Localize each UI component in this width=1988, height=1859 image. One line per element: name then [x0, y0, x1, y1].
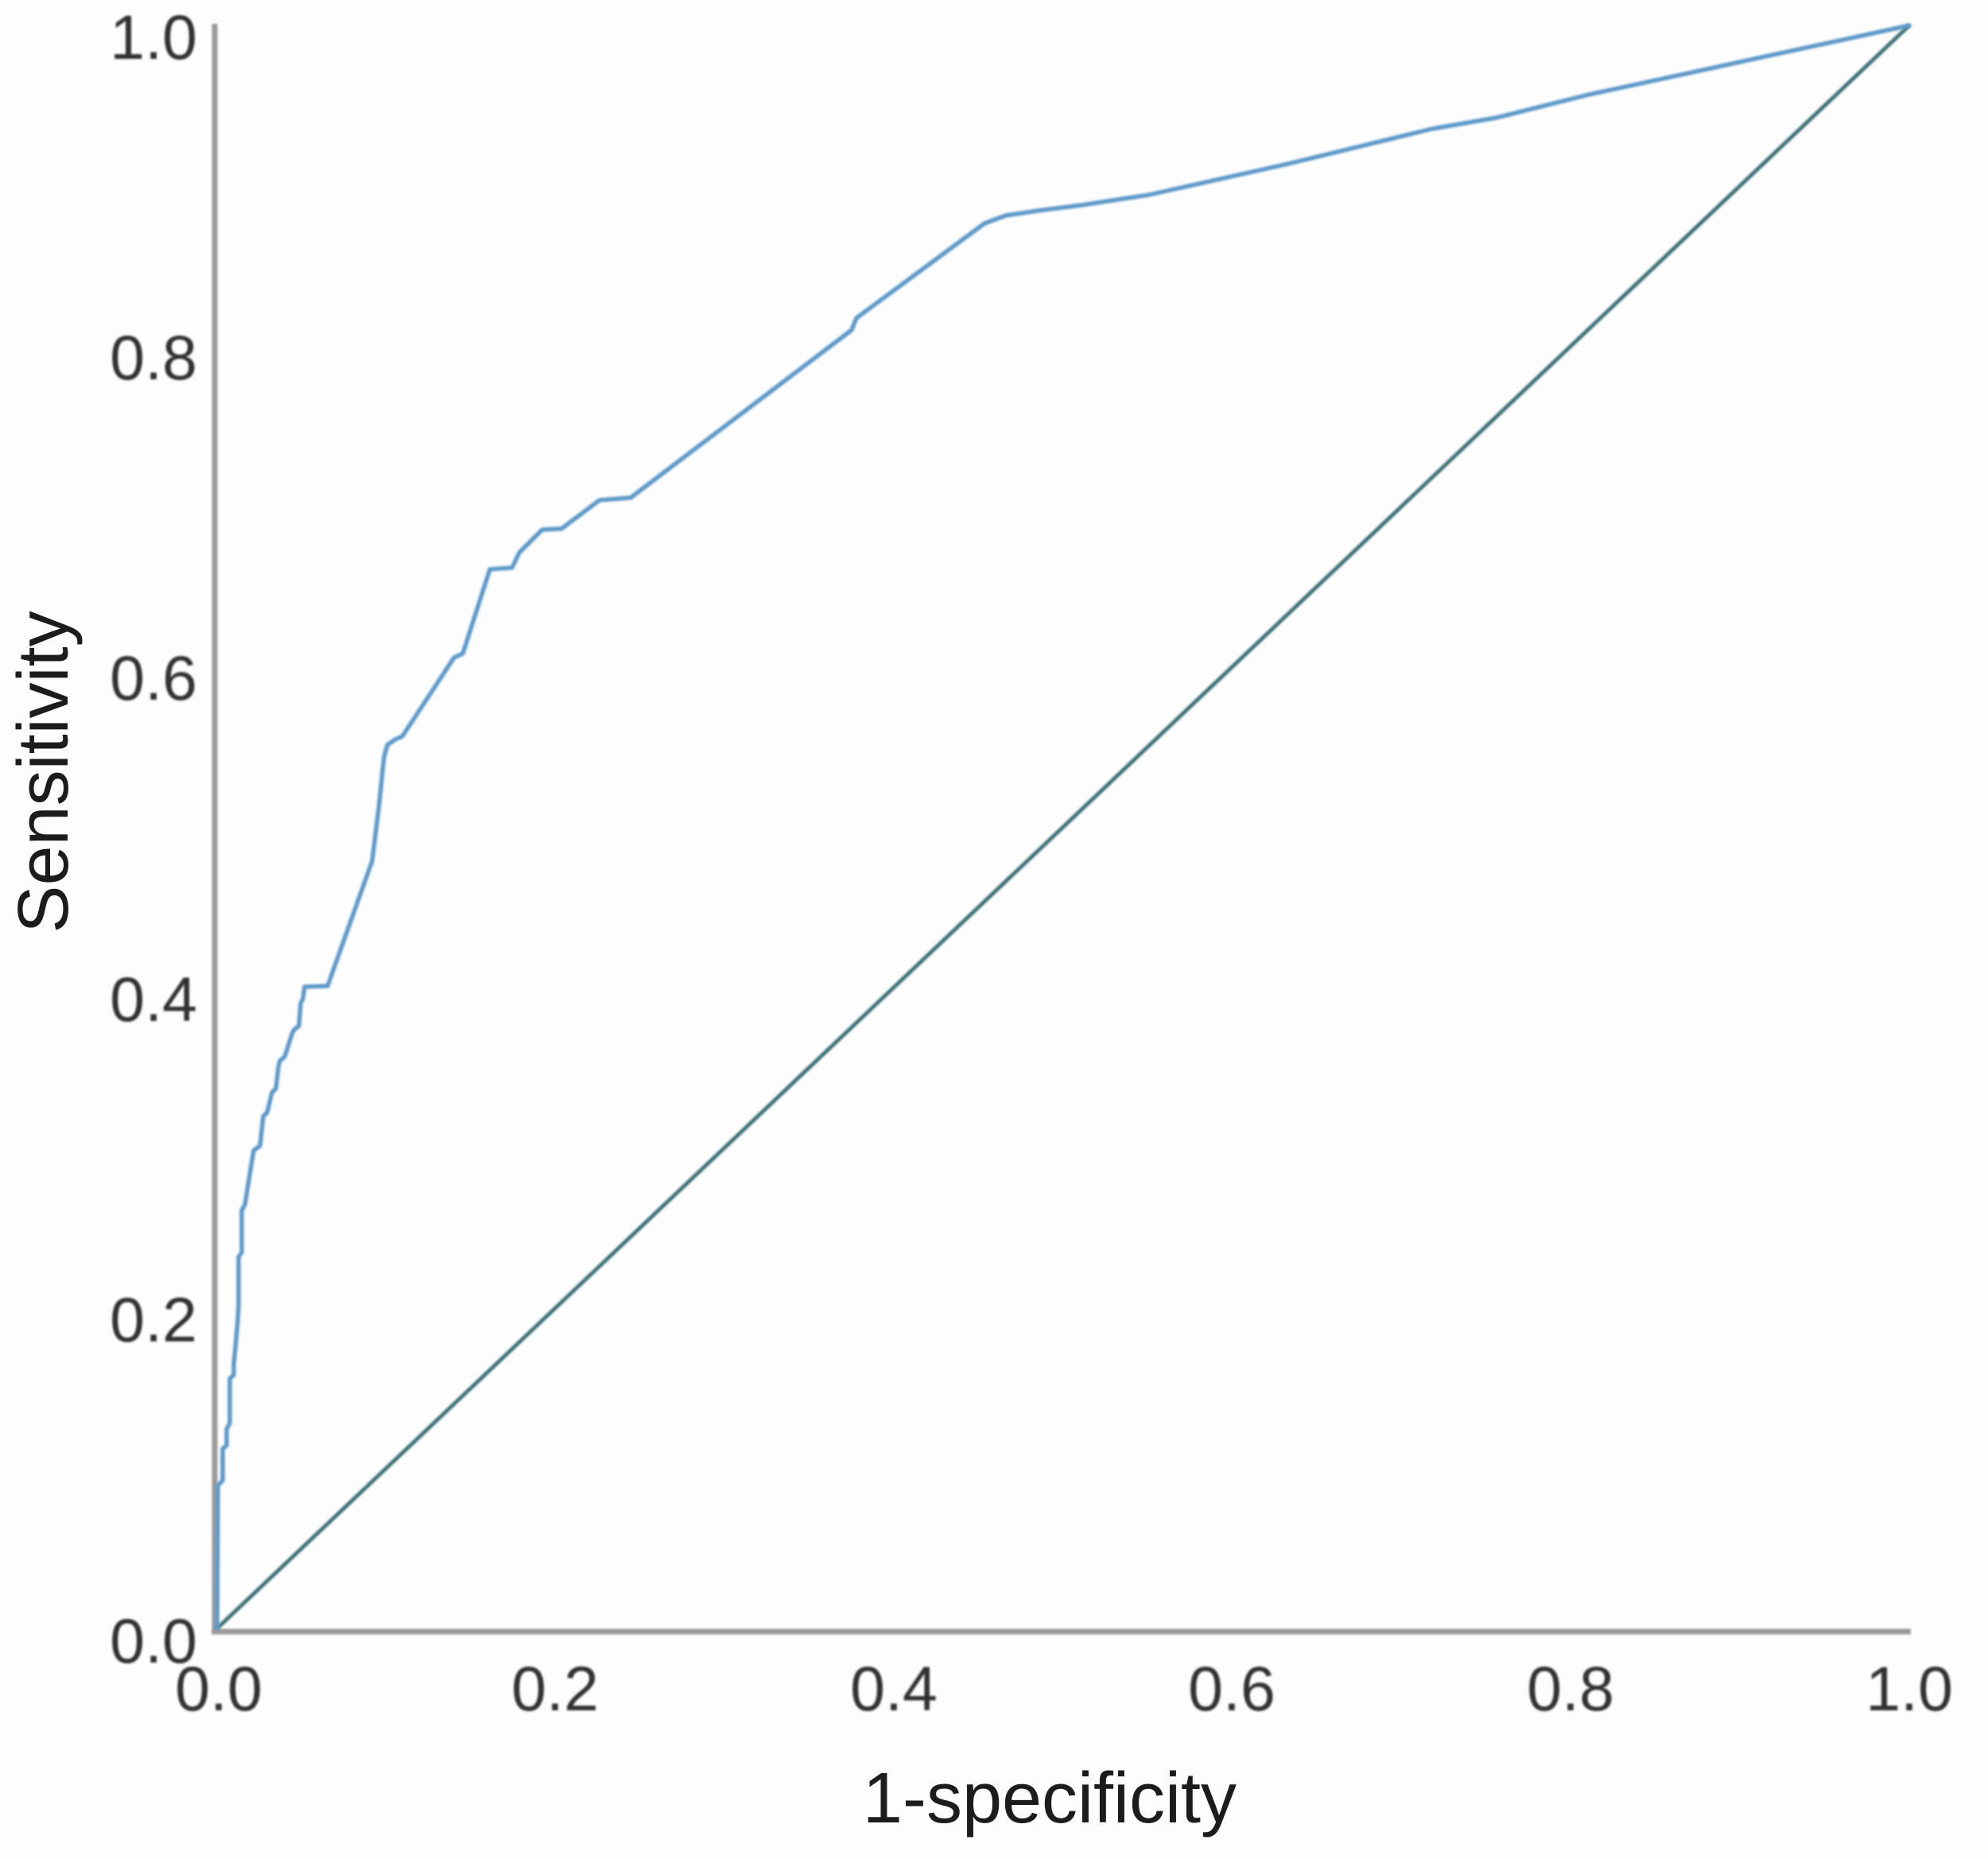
svg-text:0.4: 0.4: [850, 1653, 938, 1724]
svg-text:0.6: 0.6: [110, 642, 197, 713]
svg-text:1.0: 1.0: [1866, 1653, 1953, 1724]
svg-text:Sensitivity: Sensitivity: [4, 611, 83, 933]
svg-text:0.0: 0.0: [175, 1653, 262, 1724]
svg-text:0.4: 0.4: [110, 964, 197, 1034]
svg-text:0.2: 0.2: [110, 1284, 197, 1355]
svg-text:0.0: 0.0: [110, 1605, 197, 1676]
svg-text:1.0: 1.0: [110, 2, 197, 72]
svg-text:1-specificity: 1-specificity: [863, 1759, 1237, 1838]
svg-text:0.8: 0.8: [110, 322, 197, 393]
svg-text:0.8: 0.8: [1527, 1653, 1614, 1724]
svg-text:0.6: 0.6: [1188, 1653, 1276, 1724]
svg-text:0.2: 0.2: [511, 1653, 599, 1724]
